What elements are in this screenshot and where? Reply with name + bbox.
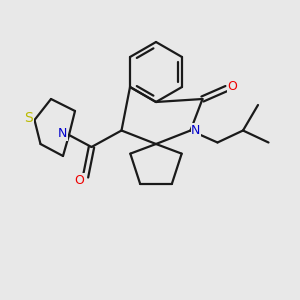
Text: N: N [58,127,67,140]
Text: O: O [75,173,84,187]
Text: S: S [24,112,33,125]
Text: O: O [228,80,237,94]
Text: N: N [191,124,201,137]
